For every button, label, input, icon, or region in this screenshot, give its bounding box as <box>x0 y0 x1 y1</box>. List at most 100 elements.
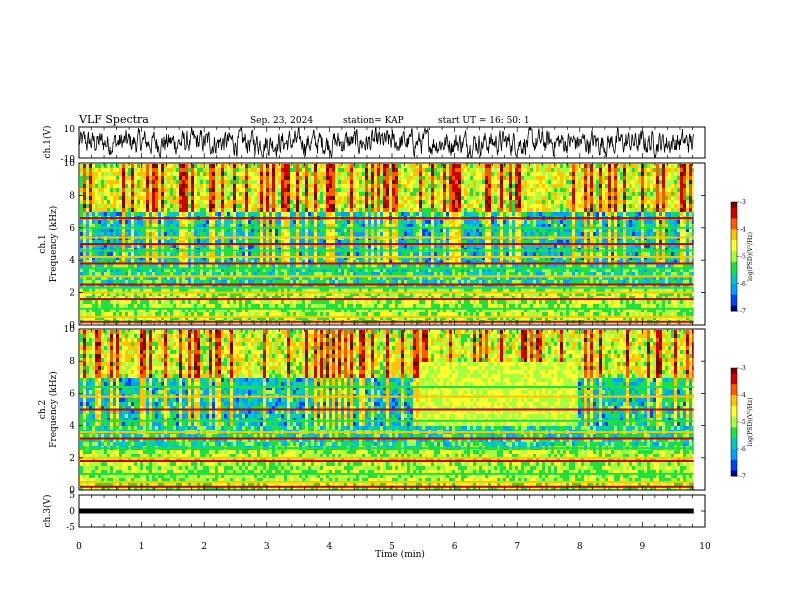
spectro-cell <box>185 232 188 236</box>
spectro-cell <box>413 304 416 308</box>
spectro-cell <box>284 252 287 256</box>
spectro-cell <box>338 176 341 180</box>
spectro-cell <box>338 296 341 300</box>
spectro-cell <box>188 312 191 316</box>
spectro-cell <box>188 284 191 288</box>
spectro-cell <box>356 296 359 300</box>
spectro-cell <box>272 204 275 208</box>
spectro-cell <box>170 252 173 256</box>
spectro-cell <box>200 316 203 320</box>
spectro-cell <box>320 164 323 168</box>
spectro-cell <box>233 228 236 232</box>
spectro-cell <box>248 204 251 208</box>
spectro-cell <box>146 284 149 288</box>
spectro-cell <box>386 272 389 276</box>
spectro-cell <box>194 316 197 320</box>
spectro-cell <box>401 292 404 296</box>
spectro-cell <box>356 260 359 264</box>
spectro-cell <box>284 204 287 208</box>
spectro-cell <box>227 300 230 304</box>
spectro-cell <box>269 276 272 280</box>
spectro-cell <box>92 240 95 244</box>
spectro-cell <box>359 224 362 228</box>
spectro-cell <box>380 316 383 320</box>
spectro-cell <box>176 280 179 284</box>
spectro-cell <box>101 264 104 268</box>
spectro-cell <box>155 204 158 208</box>
spectro-cell <box>110 288 113 292</box>
spectro-cell <box>272 188 275 192</box>
spectro-cell <box>110 260 113 264</box>
spectro-cell <box>164 304 167 308</box>
spectro-cell <box>161 228 164 232</box>
spectro-cell <box>242 276 245 280</box>
spectro-cell <box>86 196 89 200</box>
spectro-cell <box>98 284 101 288</box>
spectro-cell <box>362 252 365 256</box>
spectro-cell <box>305 288 308 292</box>
spectro-cell <box>395 300 398 304</box>
spectro-cell <box>272 300 275 304</box>
spectro-cell <box>362 300 365 304</box>
spectro-cell <box>128 196 131 200</box>
spectro-cell <box>128 220 131 224</box>
spectro-cell <box>146 200 149 204</box>
spectro-cell <box>113 220 116 224</box>
spectro-cell <box>413 256 416 260</box>
spectro-cell <box>371 308 374 312</box>
spectro-cell <box>386 180 389 184</box>
spectro-cell <box>146 168 149 172</box>
spectro-cell <box>197 300 200 304</box>
spectro-cell <box>317 304 320 308</box>
spectro-cell <box>251 196 254 200</box>
spectro-cell <box>335 268 338 272</box>
spectro-cell <box>134 184 137 188</box>
spectro-cell <box>161 304 164 308</box>
spectro-cell <box>374 264 377 268</box>
spectro-cell <box>251 276 254 280</box>
spectro-cell <box>395 232 398 236</box>
spectro-cell <box>203 244 206 248</box>
spectro-cell <box>440 308 443 312</box>
spectro-cell <box>383 288 386 292</box>
spectro-cell <box>227 224 230 228</box>
spectro-cell <box>161 232 164 236</box>
spectro-cell <box>269 316 272 320</box>
spectro-cell <box>209 204 212 208</box>
spectro-cell <box>242 296 245 300</box>
spectro-cell <box>164 204 167 208</box>
spectro-cell <box>290 212 293 216</box>
spectro-cell <box>329 256 332 260</box>
spectro-cell <box>164 172 167 176</box>
spectro-cell <box>371 176 374 180</box>
spectro-cell <box>404 300 407 304</box>
spectro-cell <box>131 200 134 204</box>
spectro-cell <box>134 312 137 316</box>
spectro-cell <box>380 224 383 228</box>
spectro-cell <box>314 304 317 308</box>
spectro-cell <box>299 288 302 292</box>
spectro-cell <box>137 168 140 172</box>
spectro-cell <box>428 192 431 196</box>
spectro-cell <box>203 184 206 188</box>
spectro-cell <box>260 196 263 200</box>
spectro-cell <box>443 212 446 216</box>
spectro-cell <box>308 280 311 284</box>
spectro-cell <box>317 204 320 208</box>
spectro-cell <box>170 288 173 292</box>
spectro-cell <box>314 268 317 272</box>
spectro-cell <box>401 228 404 232</box>
spectro-cell <box>311 296 314 300</box>
spectro-cell <box>203 200 206 204</box>
spectro-cell <box>89 232 92 236</box>
spectro-cell <box>224 184 227 188</box>
spectro-cell <box>401 244 404 248</box>
spectro-cell <box>242 172 245 176</box>
spectro-cell <box>221 192 224 196</box>
spectro-cell <box>422 268 425 272</box>
spectro-cell <box>173 208 176 212</box>
spectro-cell <box>146 264 149 268</box>
spectro-cell <box>368 196 371 200</box>
spectro-cell <box>248 308 251 312</box>
spectro-cell <box>275 316 278 320</box>
